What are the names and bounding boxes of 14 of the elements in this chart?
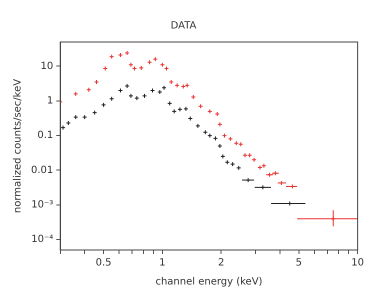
y-tick-label: 10 — [40, 60, 54, 72]
x-tick-label: 0.5 — [96, 258, 112, 269]
x-axis-title: channel energy (keV) — [155, 276, 263, 288]
y-tick-label: 0.01 — [31, 164, 54, 176]
y-tick-label: 0.1 — [37, 130, 54, 142]
y-axis-title: normalized counts/sec/keV — [12, 78, 24, 214]
y-tick-label: 10⁻³ — [31, 199, 54, 210]
x-tick-label: 1 — [159, 258, 166, 269]
y-tick-label: 1 — [46, 95, 54, 106]
x-tick-label: 2 — [218, 258, 224, 269]
x-tick-label: 10 — [351, 258, 364, 269]
chart-title: DATA — [170, 20, 197, 32]
y-tick-label: 10⁻⁴ — [31, 234, 54, 246]
x-tick-label: 5 — [296, 258, 302, 269]
